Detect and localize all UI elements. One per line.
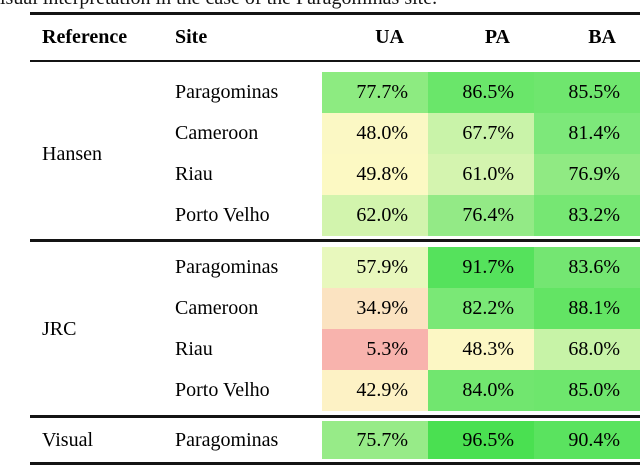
reference-label: JRC (42, 317, 77, 340)
site-cell: Porto Velho (175, 379, 270, 401)
ua-cell: 5.3% (322, 329, 428, 370)
site-cell: Paragominas (175, 256, 279, 278)
reference-label: Hansen (42, 142, 102, 165)
table-row: Paragominas 75.7% 96.5% 90.4% (160, 421, 640, 459)
ba-cell: 90.4% (534, 421, 640, 459)
pa-cell: 67.7% (428, 113, 534, 154)
site-cell: Riau (175, 163, 213, 185)
table-header-row: Reference Site UA PA BA (30, 15, 640, 60)
accuracy-table: Reference Site UA PA BA Hansen Paragomin… (30, 0, 640, 465)
rule-top (30, 12, 640, 15)
table-row: Paragominas 57.9% 91.7% 83.6% (160, 247, 640, 288)
caption-clipped: isual interpretation in the case of the … (0, 0, 640, 11)
site-cell: Riau (175, 338, 213, 360)
rule-section-divider (30, 239, 640, 242)
rule-section-divider (30, 415, 640, 418)
ba-cell: 85.0% (534, 370, 640, 411)
ua-cell: 42.9% (322, 370, 428, 411)
pa-cell: 91.7% (428, 247, 534, 288)
pa-cell: 61.0% (428, 154, 534, 195)
reference-label: Visual (42, 428, 94, 451)
ba-cell: 83.2% (534, 195, 640, 236)
site-cell: Porto Velho (175, 204, 270, 226)
group-jrc: JRC Paragominas 57.9% 91.7% 83.6% Camero… (30, 247, 640, 411)
header-reference: Reference (42, 26, 128, 48)
caption-text: isual interpretation in the case of the … (0, 0, 437, 8)
table-row: Porto Velho 42.9% 84.0% 85.0% (160, 370, 640, 411)
table-row: Paragominas 77.7% 86.5% 85.5% (160, 72, 640, 113)
ba-cell: 83.6% (534, 247, 640, 288)
header-site: Site (175, 26, 208, 48)
ua-cell: 49.8% (322, 154, 428, 195)
ua-cell: 62.0% (322, 195, 428, 236)
table-row: Riau 5.3% 48.3% 68.0% (160, 329, 640, 370)
pa-cell: 76.4% (428, 195, 534, 236)
table-row: Porto Velho 62.0% 76.4% 83.2% (160, 195, 640, 236)
site-cell: Paragominas (175, 428, 279, 451)
table-row: Riau 49.8% 61.0% 76.9% (160, 154, 640, 195)
rule-bottom (30, 462, 640, 465)
header-ua: UA (375, 26, 404, 48)
site-cell: Paragominas (175, 81, 279, 103)
ba-cell: 81.4% (534, 113, 640, 154)
ua-cell: 57.9% (322, 247, 428, 288)
pa-cell: 96.5% (428, 421, 534, 459)
ba-cell: 68.0% (534, 329, 640, 370)
pa-cell: 84.0% (428, 370, 534, 411)
ba-cell: 85.5% (534, 72, 640, 113)
ba-cell: 76.9% (534, 154, 640, 195)
ua-cell: 34.9% (322, 288, 428, 329)
pa-cell: 82.2% (428, 288, 534, 329)
table-row: Cameroon 34.9% 82.2% 88.1% (160, 288, 640, 329)
ua-cell: 77.7% (322, 72, 428, 113)
pa-cell: 48.3% (428, 329, 534, 370)
ua-cell: 48.0% (322, 113, 428, 154)
ua-cell: 75.7% (322, 421, 428, 459)
rule-below-header (30, 60, 640, 62)
pa-cell: 86.5% (428, 72, 534, 113)
ba-cell: 88.1% (534, 288, 640, 329)
table-row: Cameroon 48.0% 67.7% 81.4% (160, 113, 640, 154)
group-visual: Visual Paragominas 75.7% 96.5% 90.4% (30, 421, 640, 459)
header-ba: BA (588, 26, 616, 48)
site-cell: Cameroon (175, 297, 259, 319)
header-pa: PA (484, 26, 510, 48)
site-cell: Cameroon (175, 122, 259, 144)
group-hansen: Hansen Paragominas 77.7% 86.5% 85.5% Cam… (30, 72, 640, 236)
